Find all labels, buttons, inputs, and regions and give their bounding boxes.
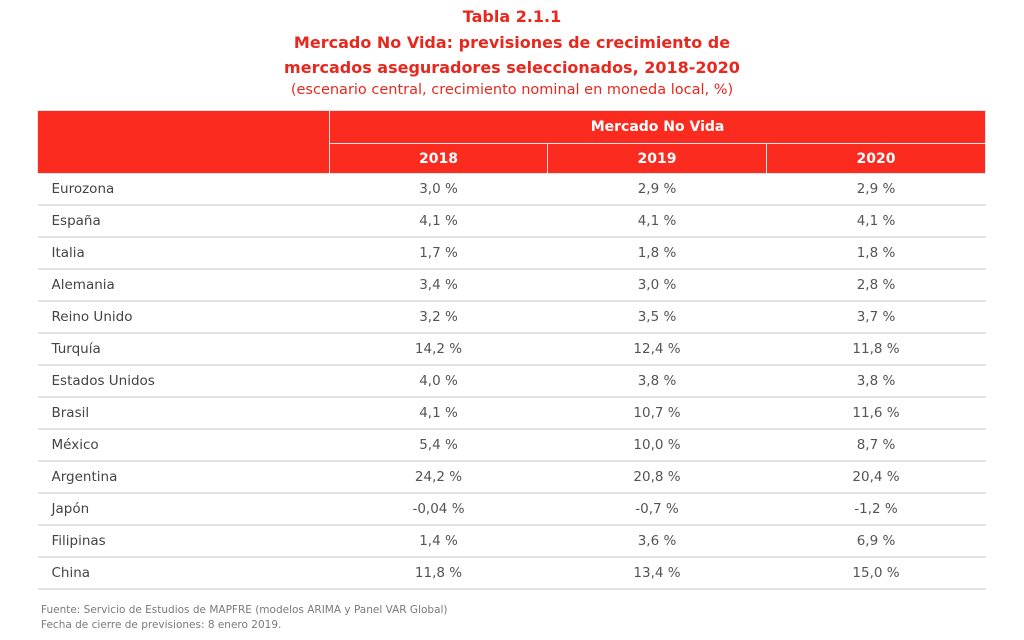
value-cell-2019: 3,0 % — [547, 269, 767, 302]
header-blank-cell — [37, 110, 330, 174]
header-row-years: 2018 2019 2020 — [38, 143, 987, 174]
country-cell: Filipinas — [37, 525, 330, 558]
value-cell-2018: 1,4 % — [329, 525, 548, 558]
value-cell-2020: 15,0 % — [766, 557, 986, 590]
country-cell: Estados Unidos — [37, 365, 330, 398]
table-row: Reino Unido 3,2 % 3,5 % 3,7 % — [37, 301, 986, 334]
value-cell-2018: 3,2 % — [329, 301, 548, 334]
table-row: Brasil 4,1 % 10,7 % 11,6 % — [37, 397, 986, 430]
column-header-2019: 2019 — [547, 143, 767, 174]
country-cell: Brasil — [37, 397, 330, 430]
table-row: Estados Unidos 4,0 % 3,8 % 3,8 % — [37, 365, 986, 398]
value-cell-2019: 13,4 % — [547, 557, 767, 590]
value-cell-2020: 20,4 % — [766, 461, 986, 494]
table-subtitle: (escenario central, crecimiento nominal … — [290, 82, 734, 98]
group-header-mercado-no-vida: Mercado No Vida — [328, 110, 987, 144]
value-cell-2018: -0,04 % — [329, 493, 548, 526]
value-cell-2019: 10,0 % — [547, 429, 767, 462]
forecast-table: Mercado No Vida 2018 2019 2020 Eurozona 3… — [37, 110, 987, 590]
table-row: Filipinas 1,4 % 3,6 % 6,9 % — [37, 525, 986, 558]
value-cell-2020: 2,8 % — [766, 269, 986, 302]
table-row: Japón -0,04 % -0,7 % -1,2 % — [37, 493, 986, 526]
country-cell: México — [37, 429, 330, 462]
table-title-line-1: Mercado No Vida: previsiones de crecimie… — [293, 33, 731, 52]
value-cell-2018: 14,2 % — [329, 333, 548, 366]
value-cell-2019: 3,8 % — [547, 365, 767, 398]
table-title-line-2: mercados aseguradores seleccionados, 201… — [284, 58, 740, 77]
column-header-2018: 2018 — [329, 143, 548, 174]
table-number: Tabla 2.1.1 — [462, 7, 562, 26]
table-row: España 4,1 % 4,1 % 4,1 % — [37, 205, 986, 238]
value-cell-2018: 3,0 % — [329, 173, 548, 206]
value-cell-2019: 20,8 % — [547, 461, 767, 494]
value-cell-2018: 4,1 % — [329, 397, 548, 430]
value-cell-2020: 6,9 % — [766, 525, 986, 558]
value-cell-2018: 24,2 % — [329, 461, 548, 494]
value-cell-2019: 10,7 % — [547, 397, 767, 430]
table-footer: Fuente: Servicio de Estudios de MAPFRE (… — [41, 603, 448, 633]
value-cell-2018: 4,1 % — [329, 205, 548, 238]
value-cell-2018: 1,7 % — [329, 237, 548, 270]
country-cell: Italia — [37, 237, 330, 270]
header-row-group: Mercado No Vida — [37, 110, 987, 174]
country-cell: Japón — [37, 493, 330, 526]
table-row: China 11,8 % 13,4 % 15,0 % — [37, 557, 986, 590]
table-title-block: Tabla 2.1.1 Mercado No Vida: previsiones… — [0, 4, 1024, 100]
value-cell-2019: 3,6 % — [547, 525, 767, 558]
value-cell-2020: 1,8 % — [766, 237, 986, 270]
value-cell-2019: 4,1 % — [547, 205, 767, 238]
table-row: Argentina 24,2 % 20,8 % 20,4 % — [37, 461, 986, 494]
value-cell-2019: 3,5 % — [547, 301, 767, 334]
value-cell-2018: 11,8 % — [329, 557, 548, 590]
source-note: Fuente: Servicio de Estudios de MAPFRE (… — [41, 604, 448, 616]
value-cell-2019: 12,4 % — [547, 333, 767, 366]
table-row: México 5,4 % 10,0 % 8,7 % — [37, 429, 986, 462]
country-cell: Argentina — [37, 461, 330, 494]
value-cell-2020: 3,8 % — [766, 365, 986, 398]
value-cell-2020: 3,7 % — [766, 301, 986, 334]
country-cell: Turquía — [37, 333, 330, 366]
value-cell-2019: 2,9 % — [547, 173, 767, 206]
value-cell-2020: 11,8 % — [766, 333, 986, 366]
closing-date-note: Fecha de cierre de previsiones: 8 enero … — [41, 619, 282, 631]
value-cell-2019: 1,8 % — [547, 237, 767, 270]
value-cell-2018: 3,4 % — [329, 269, 548, 302]
table-row: Italia 1,7 % 1,8 % 1,8 % — [37, 237, 986, 270]
table-body: Eurozona 3,0 % 2,9 % 2,9 % España 4,1 % 4,1 % 4… — [37, 173, 986, 590]
value-cell-2019: -0,7 % — [547, 493, 767, 526]
table-row: Alemania 3,4 % 3,0 % 2,8 % — [37, 269, 986, 302]
country-cell: Reino Unido — [37, 301, 330, 334]
table-row: Turquía 14,2 % 12,4 % 11,8 % — [37, 333, 986, 366]
table-row: Eurozona 3,0 % 2,9 % 2,9 % — [37, 173, 986, 206]
column-header-2020: 2020 — [765, 143, 987, 174]
value-cell-2020: 2,9 % — [766, 173, 986, 206]
value-cell-2020: 11,6 % — [766, 397, 986, 430]
value-cell-2020: 8,7 % — [766, 429, 986, 462]
value-cell-2018: 4,0 % — [329, 365, 548, 398]
table-header: Mercado No Vida 2018 2019 2020 — [37, 110, 987, 174]
value-cell-2018: 5,4 % — [329, 429, 548, 462]
country-cell: Alemania — [37, 269, 330, 302]
country-cell: Eurozona — [37, 173, 330, 206]
country-cell: España — [37, 205, 330, 238]
value-cell-2020: -1,2 % — [766, 493, 986, 526]
country-cell: China — [37, 557, 330, 590]
value-cell-2020: 4,1 % — [766, 205, 986, 238]
